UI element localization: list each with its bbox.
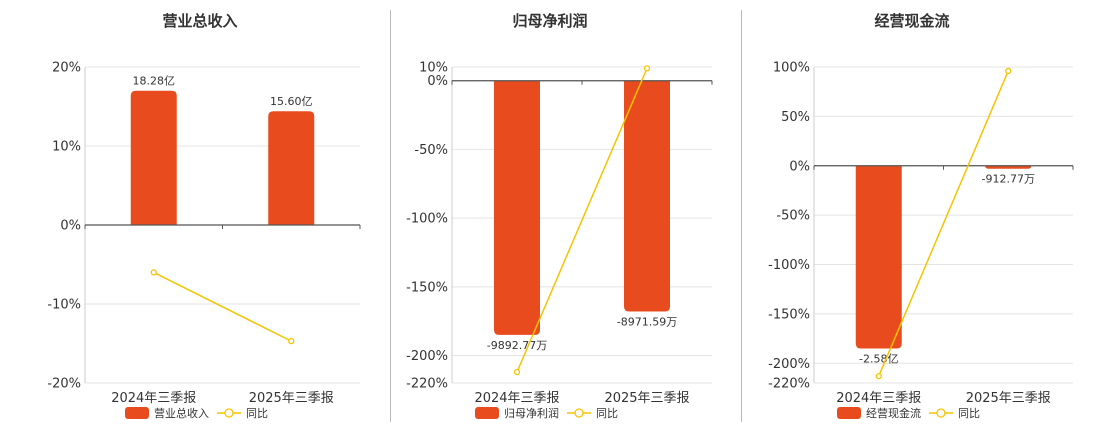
y-tick-label: -100% xyxy=(768,258,810,273)
y-tick-label: -20% xyxy=(47,377,81,392)
y-tick-label: 0% xyxy=(789,159,810,174)
yoy-point xyxy=(150,269,157,276)
panel-divider-2 xyxy=(741,10,742,422)
y-tick-label: 10% xyxy=(419,61,448,76)
y-tick-label: -220% xyxy=(406,377,448,392)
yoy-point xyxy=(1005,67,1012,75)
y-tick-label: -100% xyxy=(406,212,448,227)
yoy-line xyxy=(153,271,292,342)
y-tick-label: 50% xyxy=(781,110,810,125)
y-tick-label: 100% xyxy=(773,61,810,76)
yoy-point xyxy=(513,368,521,376)
y-tick-label: 0% xyxy=(427,74,448,89)
yoy-point xyxy=(288,337,295,345)
y-tick-label: 20% xyxy=(52,61,81,76)
chart-panel-1: 营业总收入 20% 10% 0% -10% -20% 2024年三季报 2025年三季报 18.… xyxy=(47,12,361,420)
legend-swatch-point xyxy=(936,408,946,418)
bar xyxy=(855,165,902,349)
legend-swatch-point xyxy=(224,408,234,418)
x-category-label: 2024年三季报 xyxy=(836,391,921,406)
y-tick-label: 10% xyxy=(52,140,81,155)
bar xyxy=(985,165,1032,169)
y-tick-label: -200% xyxy=(406,349,448,364)
legend-swatch-bar xyxy=(837,407,861,419)
bar-data-label: 18.28亿 xyxy=(133,75,176,88)
y-tick-label: -50% xyxy=(414,143,448,158)
panel-divider-1 xyxy=(390,10,391,422)
chart-title: 归母净利润 xyxy=(512,12,587,30)
bar-data-label: -9892.77万 xyxy=(487,339,547,352)
y-tick-label: -150% xyxy=(406,280,448,295)
bar-data-label: -8971.59万 xyxy=(617,316,677,329)
x-category-label: 2024年三季报 xyxy=(474,391,559,406)
chart-panel-3: 经营现金流 100% 50% 0% -50% -100% -150% -200% -220% 20… xyxy=(768,12,1074,420)
bar-data-label: -912.77万 xyxy=(982,173,1035,186)
y-tick-label: -50% xyxy=(776,209,810,224)
y-tick-label: -10% xyxy=(47,298,81,313)
y-tick-label: -220% xyxy=(768,377,810,392)
bar xyxy=(494,80,540,335)
x-category-label: 2025年三季报 xyxy=(249,391,334,406)
x-category-label: 2025年三季报 xyxy=(604,391,689,406)
yoy-line xyxy=(878,70,1009,377)
chart-panel-2: 归母净利润 10%0% -50% -100% -150% -200% -220% 2024年三… xyxy=(406,12,713,420)
x-category-label: 2025年三季报 xyxy=(966,391,1051,406)
legend-swatch-bar xyxy=(125,407,149,419)
bar-data-label: -2.58亿 xyxy=(859,352,898,365)
legend-label-line: 同比 xyxy=(246,407,268,420)
legend-swatch-bar xyxy=(475,407,499,419)
y-tick-label: 0% xyxy=(60,219,81,234)
x-category-label: 2024年三季报 xyxy=(111,391,196,406)
legend-label-line: 同比 xyxy=(958,407,980,420)
legend-label-bar: 营业总收入 xyxy=(154,406,209,420)
legend-label-line: 同比 xyxy=(596,407,618,420)
legend-swatch-point xyxy=(574,408,584,418)
legend-label-bar: 经营现金流 xyxy=(866,406,921,420)
yoy-line xyxy=(516,68,648,373)
bar xyxy=(624,80,670,312)
legend-label-bar: 归母净利润 xyxy=(504,406,559,420)
chart-title: 经营现金流 xyxy=(874,12,949,30)
y-tick-label: -150% xyxy=(768,307,810,322)
chart-title: 营业总收入 xyxy=(162,12,237,30)
bar xyxy=(268,111,315,225)
yoy-point xyxy=(643,65,651,72)
bar-data-label: 15.60亿 xyxy=(270,95,313,108)
y-tick-label: -200% xyxy=(768,357,810,372)
yoy-point xyxy=(875,372,882,380)
bar xyxy=(130,90,177,225)
